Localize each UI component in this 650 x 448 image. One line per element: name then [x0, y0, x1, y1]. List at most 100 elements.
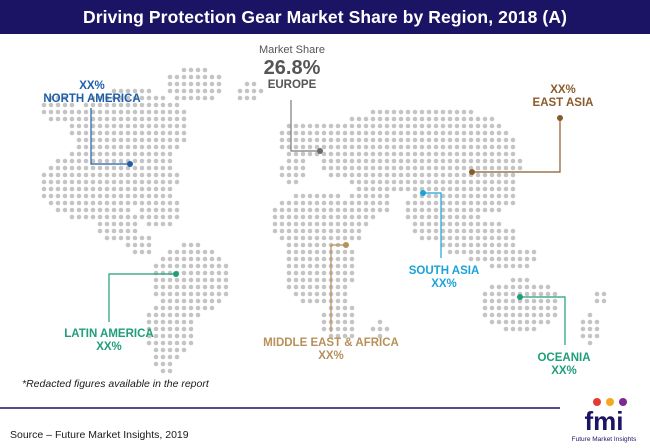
map-dot — [538, 298, 544, 304]
map-dot — [216, 291, 222, 297]
map-dot — [454, 130, 460, 136]
map-dot — [370, 137, 376, 143]
map-dot — [468, 109, 474, 115]
map-dot — [314, 193, 320, 199]
map-dot — [475, 158, 481, 164]
map-dot — [153, 312, 159, 318]
map-dot — [503, 326, 509, 332]
map-dot — [517, 312, 523, 318]
map-dot — [181, 109, 187, 115]
map-dot — [188, 270, 194, 276]
map-dot — [55, 200, 61, 206]
map-dot — [349, 193, 355, 199]
map-dot — [524, 291, 530, 297]
map-dot — [125, 130, 131, 136]
map-dot — [454, 242, 460, 248]
map-dot — [181, 312, 187, 318]
map-dot — [244, 81, 250, 87]
map-dot — [482, 116, 488, 122]
map-dot — [363, 158, 369, 164]
map-dot — [370, 193, 376, 199]
map-dot — [160, 116, 166, 122]
map-dot — [167, 256, 173, 262]
map-dot — [286, 123, 292, 129]
map-dot — [293, 291, 299, 297]
map-dot — [118, 95, 124, 101]
map-dot — [489, 200, 495, 206]
map-dot — [90, 130, 96, 136]
map-dot — [405, 144, 411, 150]
map-dot — [202, 298, 208, 304]
map-dot — [132, 130, 138, 136]
map-dot — [76, 207, 82, 213]
map-dot — [76, 123, 82, 129]
map-dot — [55, 193, 61, 199]
page-title: Driving Protection Gear Market Share by … — [82, 6, 568, 27]
map-dot — [125, 102, 131, 108]
map-dot — [377, 137, 383, 143]
map-dot — [398, 158, 404, 164]
map-dot — [146, 95, 152, 101]
map-dot — [468, 214, 474, 220]
map-dot — [300, 263, 306, 269]
map-dot — [153, 193, 159, 199]
map-dot — [370, 123, 376, 129]
title-bar: Driving Protection Gear Market Share by … — [0, 0, 650, 34]
map-dot — [594, 291, 600, 297]
map-dot — [440, 116, 446, 122]
map-dot — [111, 172, 117, 178]
map-dot — [146, 249, 152, 255]
map-dot — [342, 298, 348, 304]
map-dot — [97, 116, 103, 122]
map-dot — [545, 291, 551, 297]
map-dot — [391, 151, 397, 157]
map-dot — [503, 319, 509, 325]
map-dot — [139, 137, 145, 143]
map-dot — [307, 270, 313, 276]
map-dot — [489, 116, 495, 122]
map-dot — [503, 256, 509, 262]
map-dot — [188, 319, 194, 325]
map-dot — [153, 102, 159, 108]
map-dot — [300, 242, 306, 248]
map-dot — [510, 284, 516, 290]
map-dot — [342, 319, 348, 325]
map-dot — [41, 102, 47, 108]
map-dot — [48, 186, 54, 192]
map-dot — [97, 214, 103, 220]
map-dot — [153, 340, 159, 346]
map-dot — [538, 284, 544, 290]
map-dot — [125, 179, 131, 185]
map-dot — [356, 130, 362, 136]
map-dot — [447, 221, 453, 227]
map-dot — [314, 137, 320, 143]
map-dot — [489, 256, 495, 262]
map-dot — [461, 242, 467, 248]
map-dot — [160, 368, 166, 374]
map-dot — [104, 137, 110, 143]
map-dot — [363, 200, 369, 206]
map-dot — [146, 123, 152, 129]
map-dot — [195, 263, 201, 269]
map-dot — [167, 151, 173, 157]
map-dot — [139, 151, 145, 157]
map-dot — [146, 235, 152, 241]
map-dot — [132, 158, 138, 164]
map-dot — [349, 312, 355, 318]
map-dot — [286, 270, 292, 276]
map-dot — [363, 144, 369, 150]
map-dot — [293, 158, 299, 164]
map-dot — [111, 228, 117, 234]
map-dot — [153, 347, 159, 353]
map-dot — [321, 144, 327, 150]
map-dot — [461, 207, 467, 213]
map-dot — [440, 214, 446, 220]
map-dot — [314, 221, 320, 227]
map-dot — [328, 200, 334, 206]
map-dot — [293, 284, 299, 290]
map-dot — [524, 263, 530, 269]
map-dot — [104, 172, 110, 178]
map-dot — [377, 172, 383, 178]
map-dot — [531, 291, 537, 297]
map-dot — [104, 207, 110, 213]
